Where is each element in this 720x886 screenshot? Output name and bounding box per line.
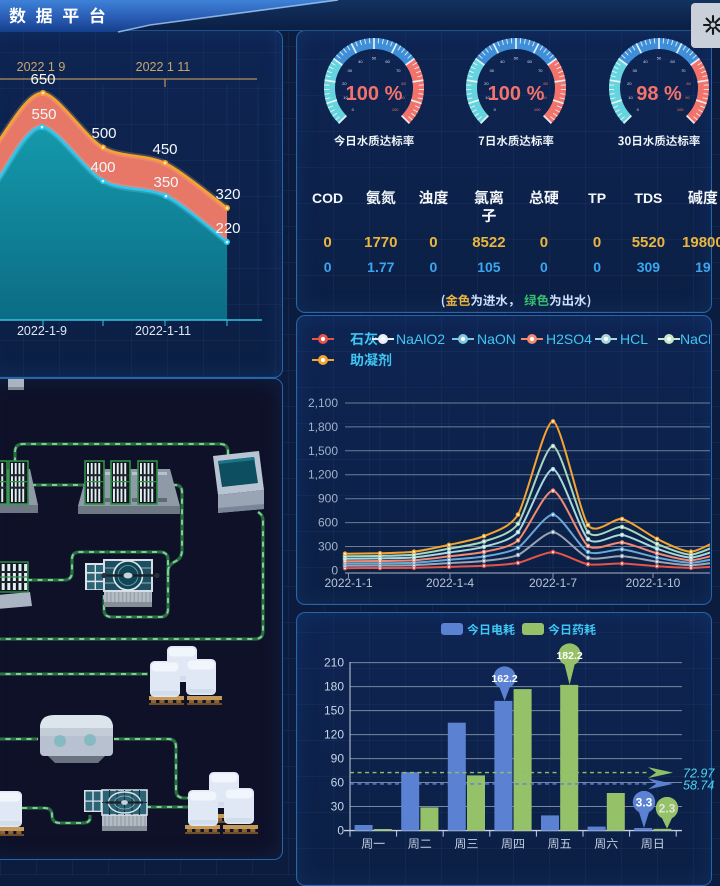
svg-text:0: 0 xyxy=(430,259,438,275)
svg-text:0: 0 xyxy=(352,107,355,112)
svg-text:90: 90 xyxy=(685,95,690,100)
svg-text:TP: TP xyxy=(588,190,606,206)
svg-text:220: 220 xyxy=(215,220,240,237)
svg-text:40: 40 xyxy=(500,59,505,64)
svg-text:0: 0 xyxy=(540,259,548,275)
svg-text:0: 0 xyxy=(540,234,548,251)
svg-text:30: 30 xyxy=(489,68,494,73)
svg-text:30: 30 xyxy=(347,68,352,73)
svg-text:8522: 8522 xyxy=(472,234,505,251)
svg-text:COD: COD xyxy=(312,190,343,206)
svg-text:19: 19 xyxy=(695,259,711,275)
svg-text:1,200: 1,200 xyxy=(308,468,338,482)
svg-text:100: 100 xyxy=(534,107,541,112)
svg-text:90: 90 xyxy=(331,752,345,766)
svg-text:70: 70 xyxy=(681,68,686,73)
svg-text:0: 0 xyxy=(429,234,437,251)
svg-text:0: 0 xyxy=(593,259,601,275)
svg-text:1,800: 1,800 xyxy=(308,420,338,434)
svg-text:309: 309 xyxy=(637,259,661,275)
svg-text:100 %: 100 % xyxy=(488,83,545,105)
svg-text:2022-1-9: 2022-1-9 xyxy=(17,324,67,338)
svg-text:50: 50 xyxy=(372,56,377,61)
svg-text:1770: 1770 xyxy=(364,234,397,251)
svg-text:550: 550 xyxy=(31,106,56,123)
svg-text:60: 60 xyxy=(385,59,390,64)
svg-text:210: 210 xyxy=(324,656,344,670)
svg-text:900: 900 xyxy=(318,492,338,506)
svg-text:19800: 19800 xyxy=(682,234,720,251)
svg-text:2022 1 11: 2022 1 11 xyxy=(136,60,191,74)
svg-text:120: 120 xyxy=(324,728,344,742)
svg-text:20: 20 xyxy=(627,81,632,86)
svg-text:NaON: NaON xyxy=(477,331,516,347)
svg-text:2022-1-7: 2022-1-7 xyxy=(529,576,577,590)
svg-text:10: 10 xyxy=(628,95,633,100)
svg-text:HCL: HCL xyxy=(620,331,648,347)
svg-text:2,100: 2,100 xyxy=(308,396,338,410)
svg-text:0: 0 xyxy=(324,259,332,275)
svg-text:450: 450 xyxy=(152,141,177,158)
svg-text:60: 60 xyxy=(331,776,345,790)
svg-text:350: 350 xyxy=(153,174,178,191)
svg-text:0: 0 xyxy=(337,824,344,838)
svg-text:650: 650 xyxy=(30,71,55,88)
svg-text:2022-1-1: 2022-1-1 xyxy=(324,576,372,590)
svg-text:30: 30 xyxy=(331,800,345,814)
svg-text:NaAlO2: NaAlO2 xyxy=(396,331,445,347)
svg-text:300: 300 xyxy=(318,540,338,554)
svg-text:0: 0 xyxy=(593,234,601,251)
svg-text:40: 40 xyxy=(643,59,648,64)
svg-text:500: 500 xyxy=(91,125,116,142)
svg-text:30: 30 xyxy=(632,68,637,73)
svg-text:5520: 5520 xyxy=(632,234,665,251)
svg-text:0: 0 xyxy=(494,107,497,112)
svg-text:0: 0 xyxy=(637,107,640,112)
svg-text:80: 80 xyxy=(686,81,691,86)
svg-text:2022-1-10: 2022-1-10 xyxy=(626,576,681,590)
svg-text:60: 60 xyxy=(527,59,532,64)
svg-text:182.2: 182.2 xyxy=(556,650,582,662)
svg-text:320: 320 xyxy=(215,186,240,203)
svg-text:58.74: 58.74 xyxy=(683,779,714,793)
svg-text:100: 100 xyxy=(677,107,684,112)
svg-text:2.3: 2.3 xyxy=(659,802,676,816)
svg-text:150: 150 xyxy=(324,704,344,718)
svg-text:60: 60 xyxy=(670,59,675,64)
svg-text:70: 70 xyxy=(396,68,401,73)
svg-text:1.77: 1.77 xyxy=(367,259,394,275)
svg-text:70: 70 xyxy=(538,68,543,73)
svg-text:600: 600 xyxy=(318,516,338,530)
svg-text:162.2: 162.2 xyxy=(491,673,517,685)
svg-text:98 %: 98 % xyxy=(636,83,682,105)
svg-text:TDS: TDS xyxy=(634,190,662,206)
svg-text:400: 400 xyxy=(90,159,115,176)
svg-text:50: 50 xyxy=(514,56,519,61)
svg-text:NaCLO: NaCLO xyxy=(680,331,710,347)
svg-text:100: 100 xyxy=(392,107,399,112)
svg-text:1,500: 1,500 xyxy=(308,444,338,458)
svg-text:40: 40 xyxy=(358,59,363,64)
svg-text:2022-1-11: 2022-1-11 xyxy=(135,324,191,338)
svg-text:100 %: 100 % xyxy=(346,83,403,105)
svg-text:105: 105 xyxy=(477,259,501,275)
svg-text:180: 180 xyxy=(324,680,344,694)
svg-text:0: 0 xyxy=(323,234,331,251)
svg-text:H2SO4: H2SO4 xyxy=(546,331,592,347)
svg-text:50: 50 xyxy=(657,56,662,61)
svg-text:3.3: 3.3 xyxy=(636,796,653,810)
svg-text:2022-1-4: 2022-1-4 xyxy=(426,576,474,590)
